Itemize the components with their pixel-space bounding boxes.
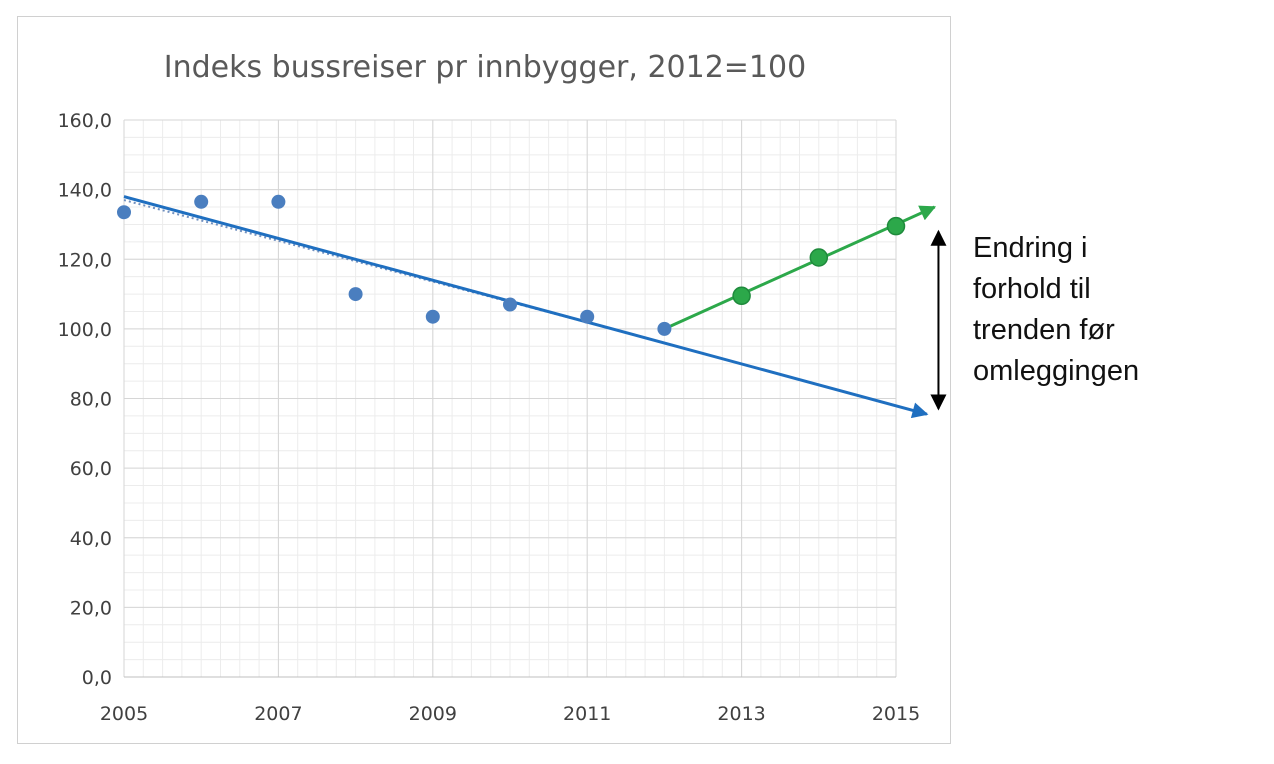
data-point-blue [580, 309, 595, 324]
y-tick-labels: 0,0 20,0 40,0 60,0 80,0 100,0 120,0 140,0 160,0 [58, 110, 112, 689]
side-note: Endring i forhold til trenden før omlegg… [973, 228, 1263, 392]
side-note-line: forhold til [973, 273, 1091, 305]
data-point-blue [348, 287, 363, 302]
side-note-line: trenden før [973, 314, 1115, 346]
y-tick-label: 40,0 [70, 528, 112, 550]
x-tick-label: 2007 [254, 703, 302, 725]
data-point-blue [425, 309, 440, 324]
blue-trend-arrow [123, 195, 929, 419]
chart-title: Indeks bussreiser pr innbygger, 2012=100 [164, 50, 806, 85]
data-point-blue [271, 194, 286, 209]
y-tick-label: 140,0 [58, 180, 112, 202]
side-note-line: omleggingen [973, 355, 1140, 387]
grid-major [123, 119, 897, 678]
data-point-blue [194, 194, 209, 209]
chart-frame: Indeks bussreiser pr innbygger, 2012=100… [17, 16, 951, 744]
x-tick-label: 2015 [872, 703, 920, 725]
y-tick-label: 60,0 [70, 458, 112, 480]
points-layer [117, 194, 906, 336]
y-tick-label: 80,0 [70, 389, 112, 411]
y-tick-label: 120,0 [58, 249, 112, 271]
data-point-green [732, 286, 751, 306]
x-tick-label: 2013 [717, 703, 765, 725]
x-tick-labels: 2005 2007 2009 2011 2013 2015 [100, 703, 920, 725]
y-tick-label: 0,0 [82, 667, 112, 689]
x-tick-label: 2005 [100, 703, 148, 725]
x-tick-label: 2011 [563, 703, 611, 725]
y-tick-label: 100,0 [58, 319, 112, 341]
data-point-blue [657, 321, 672, 336]
y-tick-label: 160,0 [58, 110, 112, 132]
data-point-green [886, 216, 906, 236]
data-point-green [809, 248, 829, 267]
data-point-blue [503, 297, 517, 312]
data-point-blue [117, 205, 131, 220]
x-tick-label: 2009 [409, 703, 457, 725]
side-note-line: Endring i [973, 232, 1088, 264]
y-tick-label: 20,0 [70, 597, 112, 619]
chart-svg: Indeks bussreiser pr innbygger, 2012=100… [58, 50, 947, 725]
